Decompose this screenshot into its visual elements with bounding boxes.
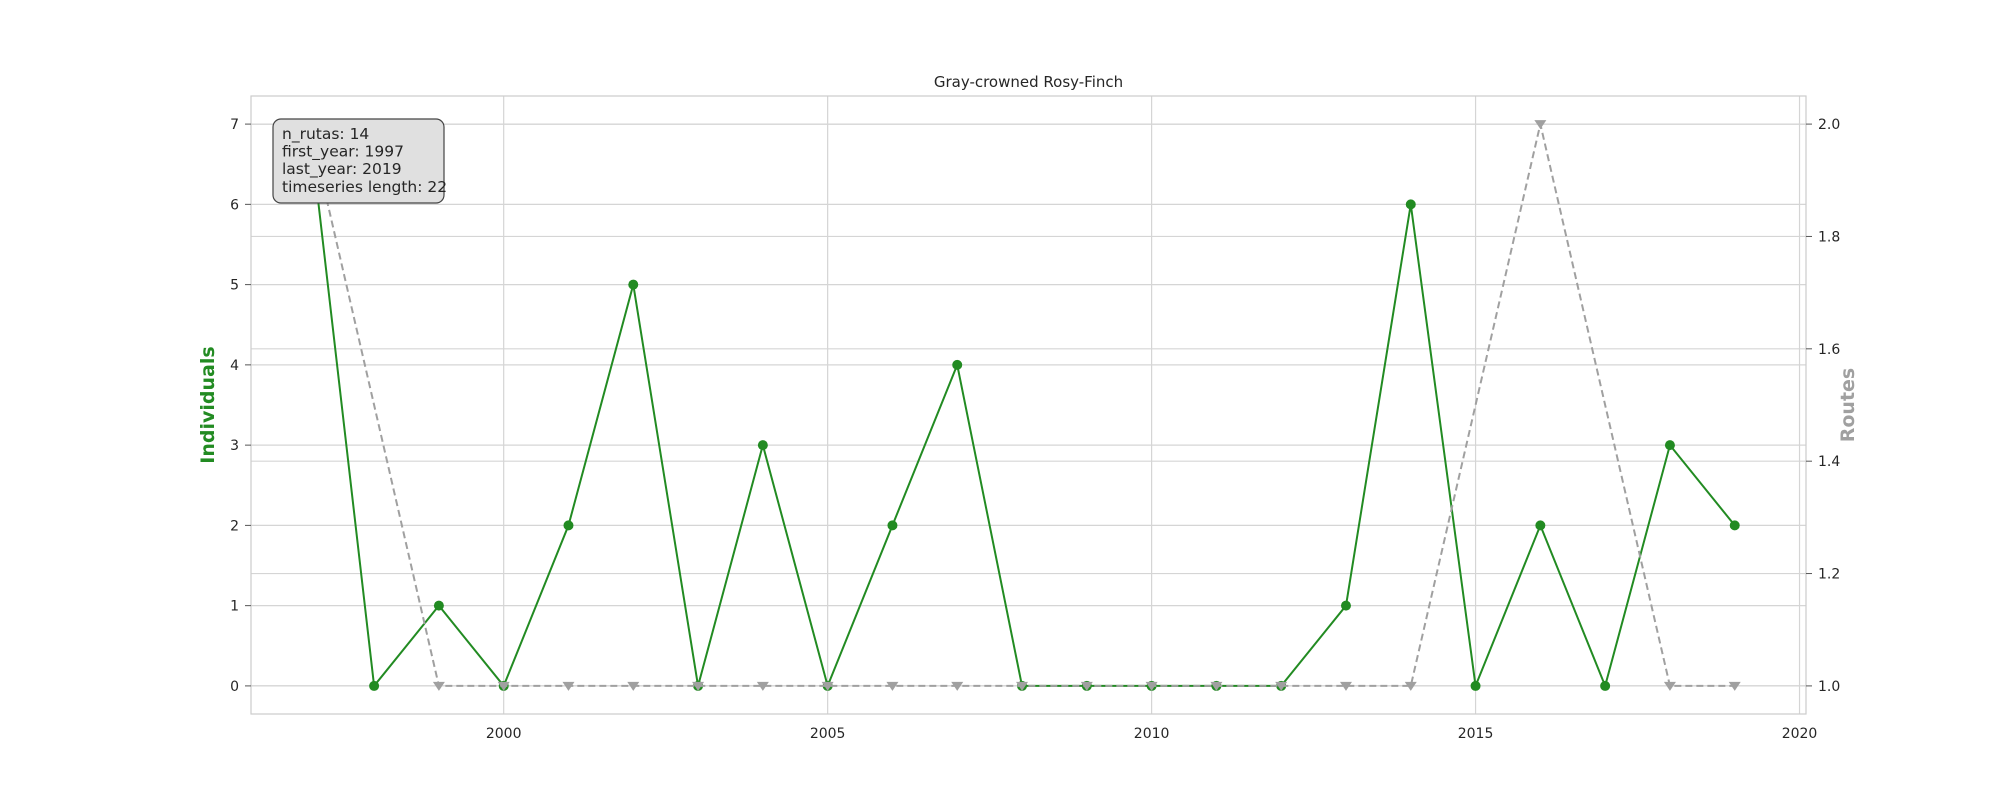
routes-point <box>1728 681 1741 691</box>
plot-frame <box>250 95 1807 715</box>
routes-point <box>1275 681 1288 691</box>
y-left-tick-label: 5 <box>230 278 239 294</box>
y-axis-label-left: Individuals <box>197 346 219 463</box>
info-line: n_rutas: 14 <box>282 125 369 144</box>
individuals-point <box>1405 199 1416 210</box>
routes-point <box>821 681 834 691</box>
routes-point <box>1339 681 1352 691</box>
x-tick-label: 2000 <box>486 726 522 742</box>
routes-series <box>303 120 1741 691</box>
y-right-tick-label: 1.6 <box>1818 342 1840 358</box>
individuals-point <box>563 520 574 531</box>
individuals-point <box>1535 520 1546 531</box>
x-tick-label: 2010 <box>1134 726 1170 742</box>
routes-point <box>562 681 575 691</box>
routes-point <box>432 681 445 691</box>
routes-point <box>627 681 640 691</box>
routes-point <box>1534 120 1547 130</box>
y-right-tick-label: 1.8 <box>1818 229 1840 245</box>
y-left-tick-label: 4 <box>230 358 239 374</box>
x-tick-label: 2005 <box>810 726 846 742</box>
y-left-tick-label: 3 <box>230 438 239 454</box>
individuals-point <box>1340 600 1351 611</box>
routes-point <box>1145 681 1158 691</box>
routes-point <box>756 681 769 691</box>
routes-line <box>308 123 1735 687</box>
routes-point <box>1080 681 1093 691</box>
y-right-tick-label: 1.0 <box>1818 679 1840 695</box>
y-left-tick-label: 7 <box>230 117 239 133</box>
y-left-tick-label: 1 <box>230 599 239 615</box>
routes-point <box>951 681 964 691</box>
info-box: n_rutas: 14 first_year: 1997 last_year: … <box>272 118 447 204</box>
info-line: timeseries length: 22 <box>282 178 447 196</box>
routes-point <box>1404 681 1417 691</box>
individuals-point <box>1729 520 1740 531</box>
y-left-tick-label: 2 <box>230 518 239 534</box>
y-right-tick-label: 1.4 <box>1818 454 1840 470</box>
x-tick-label: 2020 <box>1782 726 1818 742</box>
individuals-point <box>369 680 380 691</box>
individuals-point <box>1600 680 1611 691</box>
routes-point <box>1210 681 1223 691</box>
y-right-tick-label: 1.2 <box>1818 567 1840 583</box>
individuals-point <box>1664 440 1675 451</box>
grid <box>251 96 1806 714</box>
chart-title: Gray-crowned Rosy-Finch <box>934 73 1123 91</box>
series-layer <box>303 119 1741 691</box>
tick-labels: 2000 2005 2010 2015 2020 0 1 2 3 4 5 6 7 1.0 1.2 1.4 1.6… <box>230 117 1840 742</box>
individuals-point <box>757 440 768 451</box>
y-right-tick-label: 2.0 <box>1818 117 1840 133</box>
y-left-tick-label: 0 <box>230 679 239 695</box>
individuals-point <box>887 520 898 531</box>
individuals-point <box>433 600 444 611</box>
x-tick-label: 2015 <box>1458 726 1494 742</box>
info-box-background <box>272 118 445 204</box>
y-axis-label-right: Routes <box>1837 368 1859 443</box>
individuals-point <box>952 359 963 370</box>
y-left-tick-label: 6 <box>230 197 239 213</box>
individuals-point <box>628 279 639 290</box>
routes-point <box>1663 681 1676 691</box>
info-line: first_year: 1997 <box>282 143 404 162</box>
routes-point <box>1016 681 1029 691</box>
individuals-point <box>1470 680 1481 691</box>
routes-point <box>886 681 899 691</box>
info-line: last_year: 2019 <box>282 160 402 179</box>
routes-point <box>497 681 510 691</box>
routes-point <box>692 681 705 691</box>
